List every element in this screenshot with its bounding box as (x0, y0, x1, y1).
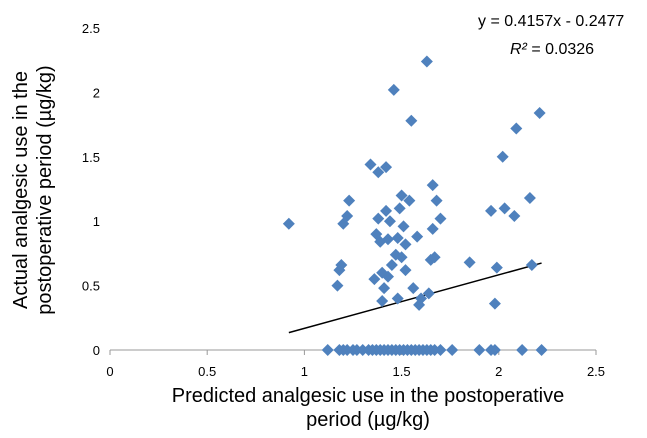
data-point (411, 230, 424, 243)
data-point (426, 179, 439, 192)
data-point (434, 344, 447, 356)
y-tick-label: 0 (93, 343, 100, 358)
data-point (341, 210, 354, 223)
trendline (288, 262, 542, 334)
r-squared-value: = 0.0326 (527, 41, 594, 58)
data-point (383, 215, 396, 228)
data-point (463, 256, 476, 269)
data-point (380, 204, 393, 217)
data-point (331, 279, 344, 292)
data-point (391, 292, 404, 305)
y-tick-label: 0.5 (82, 279, 100, 294)
data-point (420, 55, 433, 68)
data-point (523, 192, 536, 205)
r-squared-label: R² = 0.0326 (510, 41, 594, 58)
data-point (376, 295, 389, 308)
x-tick-label: 0 (106, 364, 113, 379)
data-point (516, 344, 529, 356)
x-tick-label: 0.5 (198, 364, 216, 379)
data-point (372, 212, 385, 225)
x-tick-label: 2.5 (587, 364, 605, 379)
data-points (282, 55, 548, 356)
data-point (496, 150, 509, 163)
data-point (399, 264, 412, 277)
data-point (381, 233, 394, 246)
data-point (372, 166, 385, 179)
data-point (399, 238, 412, 251)
x-tick-label: 1.5 (393, 364, 411, 379)
data-point (405, 114, 418, 127)
r-squared-symbol: R² (510, 41, 528, 58)
data-point (395, 189, 408, 202)
data-point (381, 270, 394, 283)
data-point (395, 251, 408, 264)
x-axis-title-line-2: period (µg/kg) (306, 409, 430, 431)
data-point (415, 292, 428, 305)
x-tick-label: 2 (495, 364, 502, 379)
data-point (508, 210, 521, 223)
data-point (282, 217, 295, 230)
data-point (391, 231, 404, 244)
y-tick-label: 1 (93, 214, 100, 229)
data-point (335, 258, 348, 271)
data-point (426, 222, 439, 235)
data-point (368, 273, 381, 286)
y-axis-title-line-1: Actual analgesic use in the (10, 71, 32, 309)
data-point (364, 158, 377, 171)
data-point (430, 194, 443, 207)
data-point (533, 107, 546, 120)
x-tick-label: 1 (301, 364, 308, 379)
data-point (488, 297, 501, 310)
data-point (535, 344, 548, 356)
data-point (490, 261, 503, 274)
trendline-equation: y = 0.4157x - 0.2477 (478, 13, 624, 30)
data-point (397, 220, 410, 233)
data-point (385, 258, 398, 271)
x-axis-ticks: 0 0.5 1 1.5 2 2.5 (106, 350, 605, 379)
data-point (510, 122, 523, 135)
data-point (403, 194, 416, 207)
data-point (343, 194, 356, 207)
y-tick-label: 2 (93, 85, 100, 100)
data-point (485, 204, 498, 217)
data-point (446, 344, 459, 356)
y-tick-label: 2.5 (82, 21, 100, 36)
y-tick-label: 1.5 (82, 150, 100, 165)
data-point (393, 202, 406, 215)
data-point (488, 344, 501, 356)
data-point (378, 282, 391, 295)
data-point (422, 287, 435, 300)
data-point (380, 161, 393, 174)
data-point (473, 344, 486, 356)
data-point (525, 258, 538, 271)
data-point (407, 282, 420, 295)
data-point (428, 251, 441, 264)
data-point (434, 212, 447, 225)
data-point (498, 202, 511, 215)
y-axis-title-line-2: postoperative period (µg/kg) (34, 65, 56, 314)
y-axis-ticks: 0 0.5 1 1.5 2 2.5 (82, 21, 100, 358)
x-axis-title-line-1: Predicted analgesic use in the postopera… (172, 385, 564, 407)
data-point (321, 344, 334, 356)
data-point (387, 83, 400, 96)
